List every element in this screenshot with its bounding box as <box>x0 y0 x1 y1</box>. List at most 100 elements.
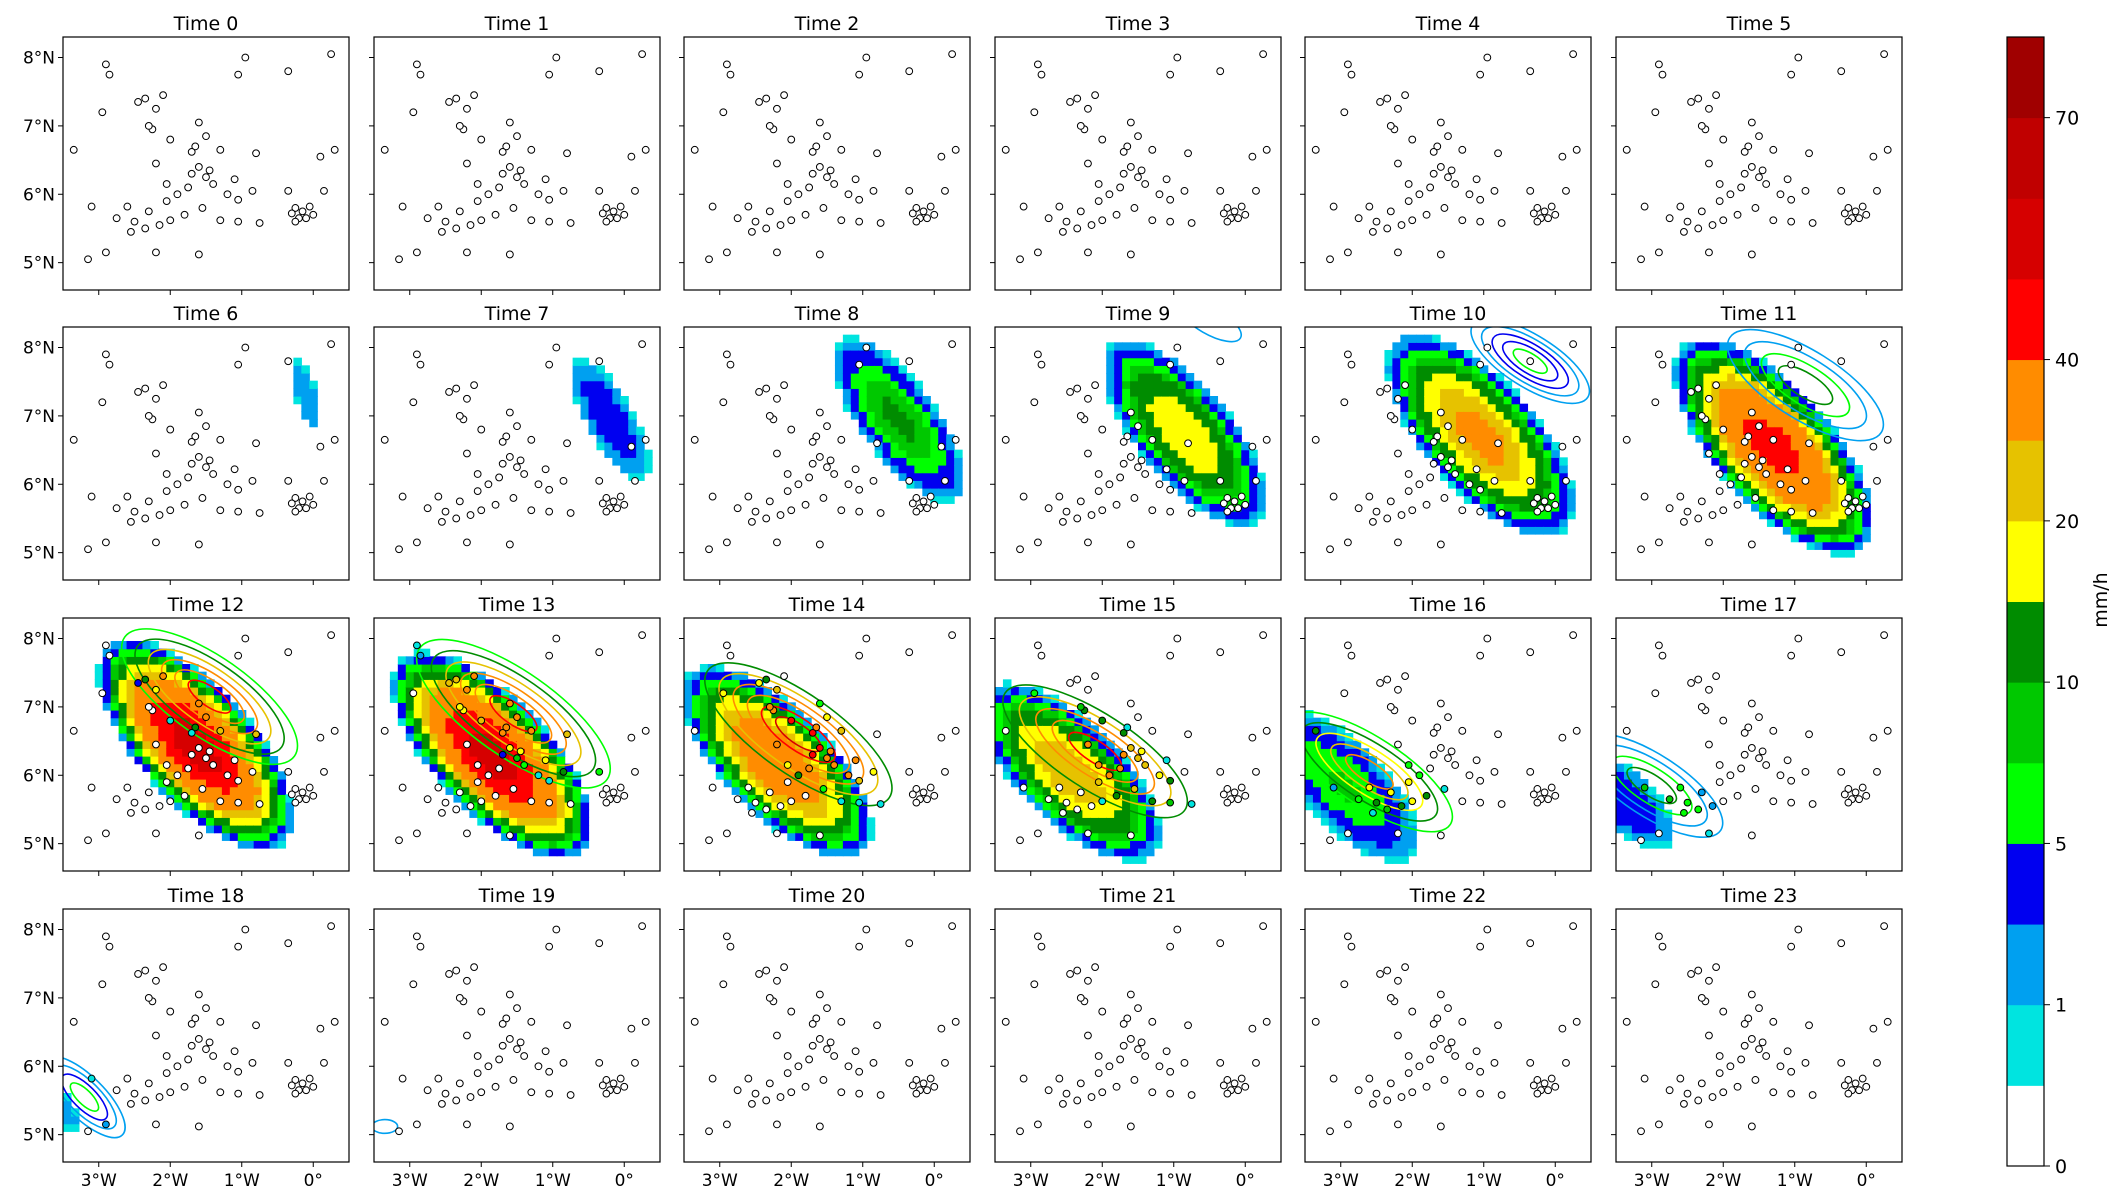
station-marker <box>905 939 914 948</box>
station-marker <box>1126 453 1135 461</box>
rain-cell <box>198 748 207 757</box>
rain-cell <box>198 717 207 726</box>
station-marker <box>1808 509 1817 517</box>
rain-cell <box>1679 388 1689 397</box>
rain-cell <box>572 786 582 795</box>
rain-cell <box>501 717 510 726</box>
rain-cell <box>213 740 223 749</box>
station-marker <box>1329 783 1338 792</box>
station-marker <box>1712 963 1720 972</box>
station-marker <box>1851 1079 1860 1088</box>
rain-cell <box>1679 350 1689 359</box>
rain-cell <box>691 702 701 711</box>
rain-cell <box>429 733 439 742</box>
rain-cell <box>1360 763 1370 772</box>
station-marker <box>477 1088 486 1097</box>
rain-cell <box>731 671 741 680</box>
rain-cell <box>1511 518 1521 527</box>
station-marker <box>1126 540 1135 549</box>
station-marker <box>598 790 607 799</box>
station-marker <box>815 540 824 549</box>
rain-cell <box>94 671 104 680</box>
rain-cell <box>874 373 884 382</box>
rain-cell <box>1814 457 1824 466</box>
station-marker <box>773 159 781 168</box>
y-tick-label: 7°N <box>23 407 55 427</box>
contour-level-20 <box>445 661 582 767</box>
rain-cell <box>1448 465 1457 474</box>
station-marker <box>234 507 243 516</box>
station-marker <box>438 808 446 817</box>
rain-cell <box>540 740 550 749</box>
station-marker <box>773 394 781 403</box>
station-marker <box>794 1062 803 1071</box>
rain-cell <box>795 809 804 818</box>
rain-cell <box>1830 503 1840 512</box>
rain-cell <box>198 740 207 749</box>
rain-cell <box>1161 411 1171 420</box>
rain-cell <box>1711 396 1720 405</box>
rain-cell <box>1169 442 1179 451</box>
rain-cell <box>1026 748 1036 757</box>
station-marker <box>327 50 336 58</box>
station-marker <box>541 756 550 765</box>
rain-cell <box>509 763 518 772</box>
station-marker <box>1187 800 1196 808</box>
rain-cell <box>1336 771 1346 780</box>
station-marker <box>1569 50 1578 58</box>
station-marker <box>1386 411 1395 420</box>
rain-cell <box>779 763 788 772</box>
rain-cell <box>1177 457 1187 466</box>
rain-cell <box>134 756 144 765</box>
station-marker <box>1084 538 1092 547</box>
rain-cell <box>1782 419 1792 428</box>
rain-cell <box>620 419 629 428</box>
rain-cell <box>1719 457 1728 466</box>
rain-cell <box>1822 426 1832 435</box>
station-marker <box>1383 966 1392 975</box>
rain-cell <box>261 740 271 749</box>
station-marker <box>477 797 486 806</box>
rain-cell <box>253 756 263 765</box>
station-marker <box>1394 685 1402 694</box>
rain-cell <box>453 740 462 749</box>
station-marker <box>545 485 554 494</box>
rain-cell <box>1026 786 1036 795</box>
station-marker <box>1126 744 1135 752</box>
station-marker <box>805 473 814 482</box>
rain-cell <box>1639 840 1649 849</box>
rain-cell <box>1122 794 1131 803</box>
rain-cell <box>1312 802 1322 811</box>
rain-cell <box>1535 426 1544 435</box>
station-marker <box>773 740 781 749</box>
rain-cell <box>221 702 231 711</box>
rain-field <box>1384 334 1576 535</box>
rain-cell <box>1687 411 1697 420</box>
station-marker <box>912 798 921 807</box>
rain-cell <box>1257 488 1266 497</box>
subplot-title: Time 0 <box>173 13 239 35</box>
rain-cell <box>389 671 399 680</box>
rain-cell <box>803 740 812 749</box>
rain-cell <box>493 687 502 696</box>
rain-cell <box>779 717 788 726</box>
axes-frame <box>994 326 1282 581</box>
rain-cell <box>1759 357 1768 366</box>
rain-cell <box>1862 518 1871 527</box>
rain-cell <box>509 817 518 826</box>
station-marker <box>1751 1076 1760 1084</box>
rain-cell <box>1360 809 1370 818</box>
rain-cell <box>413 725 423 734</box>
rain-cell <box>1360 802 1370 811</box>
station-marker <box>815 1035 824 1043</box>
station-marker <box>912 204 921 212</box>
station-marker <box>327 922 336 930</box>
rain-cell <box>237 840 247 849</box>
station-marker <box>455 1079 464 1088</box>
rain-cell <box>1463 465 1473 474</box>
rain-cell <box>1639 802 1649 811</box>
station-marker <box>1637 1127 1645 1136</box>
station-marker <box>105 651 114 660</box>
rain-cell <box>1185 388 1195 397</box>
station-marker <box>1429 147 1438 156</box>
